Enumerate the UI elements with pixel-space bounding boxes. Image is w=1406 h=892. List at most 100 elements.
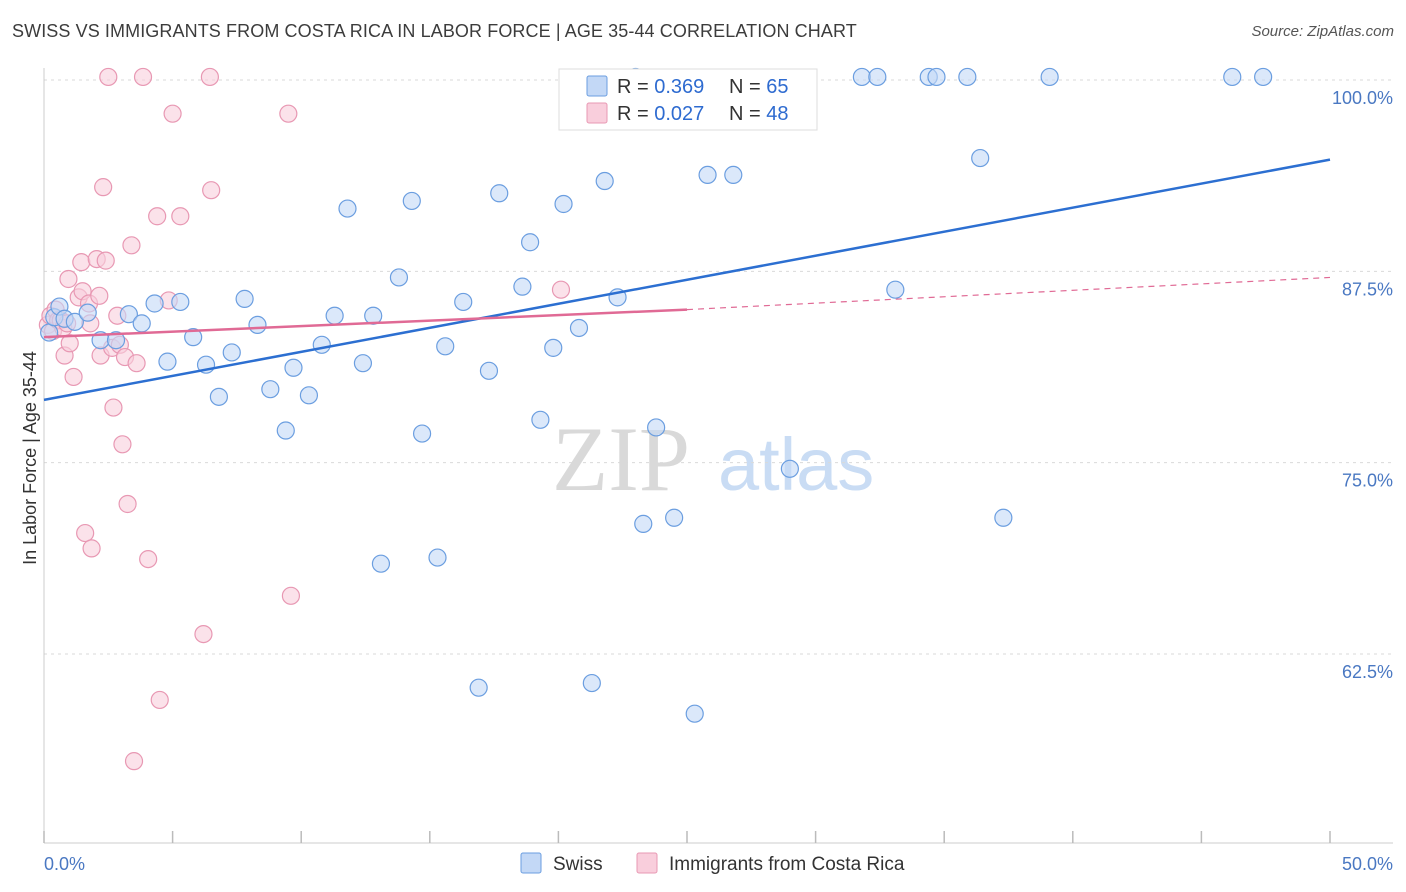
point-swiss-20 [276, 421, 295, 440]
point-swiss-62 [994, 508, 1013, 527]
point-swiss-0 [40, 323, 59, 342]
point-swiss-43 [569, 318, 589, 338]
point-costa-rica-23 [96, 251, 115, 270]
point-costa-rica-18 [82, 539, 101, 558]
point-costa-rica-37 [148, 207, 167, 226]
point-swiss-54 [780, 459, 799, 478]
point-swiss-38 [513, 277, 532, 296]
point-swiss-52 [698, 165, 717, 185]
point-costa-rica-43 [200, 67, 219, 87]
trend-line-costa-rica-solid [43, 308, 688, 339]
point-costa-rica-22 [94, 178, 113, 197]
x-tick-label-min: 0.0% [44, 854, 85, 874]
point-swiss-12 [171, 292, 190, 312]
point-swiss-63 [1040, 67, 1059, 87]
legend-n-value-swiss: 65 [766, 76, 788, 98]
point-swiss-45 [595, 171, 614, 191]
point-costa-rica-15 [76, 523, 95, 543]
point-costa-rica-38 [150, 690, 169, 710]
point-swiss-17 [235, 289, 254, 308]
point-swiss-41 [544, 338, 563, 357]
point-swiss-29 [389, 268, 409, 287]
series-swiss-points [40, 67, 1273, 723]
point-costa-rica-47 [551, 280, 571, 299]
point-swiss-13 [184, 328, 203, 347]
trend-line-swiss [43, 158, 1331, 402]
axes [43, 68, 1393, 844]
bottom-legend-label-costa-rica: Immigrants from Costa Rica [669, 854, 905, 875]
legend-bottom: Swiss Immigrants from Costa Rica [520, 852, 905, 875]
legend-n-value-costa-rica: 48 [766, 103, 788, 125]
point-swiss-31 [412, 424, 432, 443]
legend-n-label-swiss: N = 65 [729, 76, 789, 98]
x-tick-label-max: 50.0% [1342, 854, 1393, 874]
point-swiss-48 [634, 514, 653, 533]
point-swiss-49 [647, 418, 666, 437]
point-swiss-15 [209, 387, 228, 406]
legend-n-label-costa-rica: N = 48 [729, 103, 789, 125]
point-costa-rica-24 [99, 67, 118, 87]
legend-r-value-swiss: 0.369 [654, 76, 704, 98]
point-swiss-61 [971, 148, 990, 168]
point-costa-rica-33 [124, 752, 144, 771]
trend-line-costa-rica-dashed [686, 276, 1331, 311]
point-costa-rica-34 [127, 354, 146, 373]
legend-swatch-swiss [586, 75, 608, 97]
point-costa-rica-14 [72, 253, 91, 272]
bottom-legend-swatch-swiss [520, 852, 542, 874]
point-costa-rica-32 [122, 236, 141, 255]
point-swiss-7 [106, 331, 126, 350]
point-swiss-10 [145, 294, 164, 313]
point-costa-rica-44 [202, 181, 221, 200]
y-tick-labels: 62.5% 75.0% 87.5% 100.0% [1332, 88, 1393, 682]
point-swiss-11 [158, 352, 177, 371]
point-swiss-8 [119, 305, 138, 324]
point-swiss-22 [299, 386, 319, 405]
point-swiss-16 [222, 343, 241, 362]
point-swiss-18 [248, 315, 267, 335]
y-tick-label-0: 62.5% [1342, 662, 1393, 682]
point-costa-rica-11 [64, 367, 83, 387]
point-costa-rica-26 [104, 398, 123, 417]
point-swiss-42 [554, 194, 573, 214]
point-swiss-35 [469, 678, 488, 697]
point-costa-rica-29 [113, 435, 132, 454]
point-swiss-50 [665, 508, 684, 527]
point-swiss-40 [531, 410, 550, 429]
point-swiss-57 [886, 280, 905, 299]
chart-title: SWISS VS IMMIGRANTS FROM COSTA RICA IN L… [12, 21, 857, 41]
y-axis-title: In Labor Force | Age 35-44 [20, 351, 40, 565]
point-swiss-34 [454, 292, 473, 312]
point-costa-rica-9 [59, 269, 78, 289]
point-swiss-5 [78, 303, 97, 322]
point-swiss-39 [521, 233, 540, 252]
point-costa-rica-42 [194, 625, 213, 644]
point-costa-rica-45 [279, 104, 298, 123]
y-tick-label-1: 75.0% [1342, 471, 1393, 491]
point-swiss-65 [1254, 67, 1273, 87]
point-costa-rica-35 [133, 67, 153, 87]
point-swiss-4 [65, 312, 84, 331]
legend-top: R = 0.369 N = 65 R = 0.027 N = 48 [558, 68, 818, 131]
legend-r-label-swiss: R = 0.369 [617, 76, 704, 98]
y-tick-label-3: 100.0% [1332, 88, 1393, 108]
source-credit: Source: ZipAtlas.com [1251, 23, 1394, 40]
point-swiss-30 [402, 191, 421, 211]
y-tick-label-2: 87.5% [1342, 279, 1393, 299]
point-swiss-33 [436, 337, 455, 356]
point-swiss-28 [371, 554, 391, 573]
point-swiss-36 [479, 361, 499, 380]
trend-lines [43, 158, 1331, 402]
point-swiss-32 [428, 548, 447, 567]
legend-r-value-costa-rica: 0.027 [654, 103, 704, 125]
point-swiss-44 [582, 673, 601, 693]
point-swiss-56 [868, 67, 887, 87]
point-costa-rica-31 [118, 494, 137, 514]
point-costa-rica-10 [60, 334, 79, 353]
point-swiss-60 [958, 67, 977, 87]
point-costa-rica-20 [90, 286, 109, 305]
point-swiss-24 [325, 306, 344, 325]
point-swiss-37 [490, 184, 509, 203]
point-swiss-59 [927, 67, 946, 87]
